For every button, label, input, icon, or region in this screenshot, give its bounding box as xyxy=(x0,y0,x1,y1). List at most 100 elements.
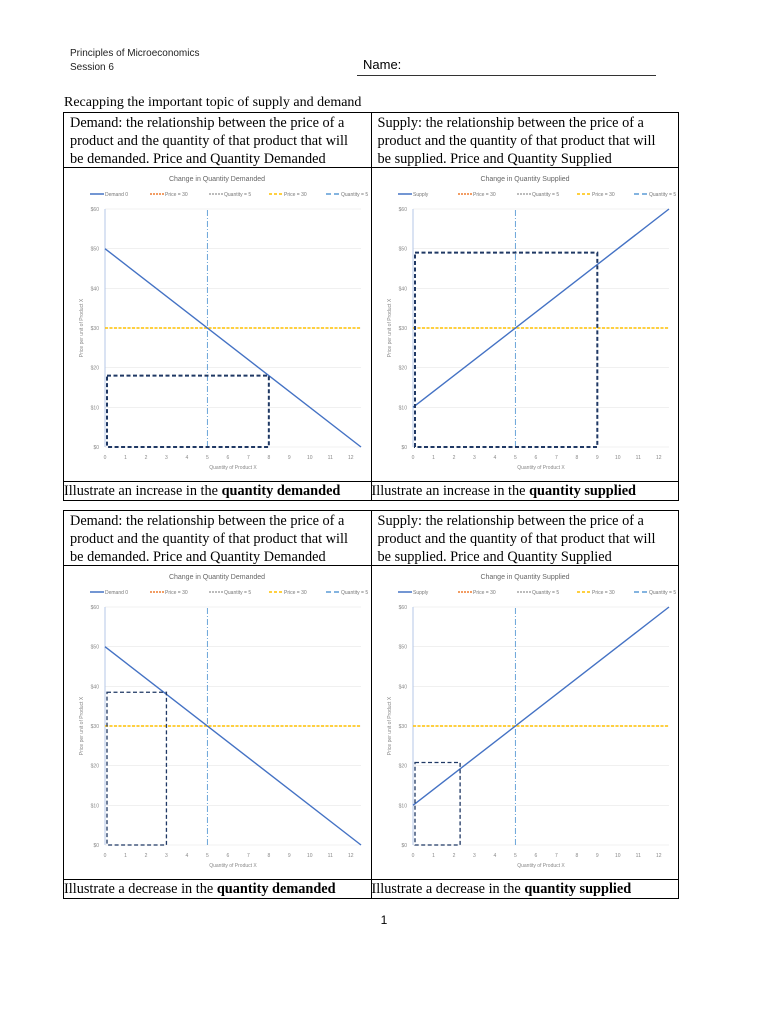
svg-text:Supply: Supply xyxy=(413,192,429,198)
svg-text:$10: $10 xyxy=(398,405,407,411)
svg-text:0: 0 xyxy=(104,455,107,461)
svg-text:7: 7 xyxy=(554,853,557,859)
supply-definition: Supply: the relationship between the pri… xyxy=(377,115,656,167)
svg-text:Price per unit of Product X: Price per unit of Product X xyxy=(79,696,85,755)
svg-text:$40: $40 xyxy=(398,684,407,690)
svg-text:$30: $30 xyxy=(398,326,407,332)
svg-text:2: 2 xyxy=(452,455,455,461)
svg-text:Quantity of Product X: Quantity of Product X xyxy=(517,465,565,471)
svg-text:$20: $20 xyxy=(91,366,100,372)
svg-text:Quantity = 5: Quantity = 5 xyxy=(532,590,559,596)
svg-text:10: 10 xyxy=(615,853,621,859)
svg-text:$40: $40 xyxy=(398,286,407,292)
course-title: Principles of Microeconomics xyxy=(70,48,200,59)
svg-text:$50: $50 xyxy=(91,645,100,651)
svg-text:Change in Quantity Demanded: Change in Quantity Demanded xyxy=(169,574,265,581)
svg-text:7: 7 xyxy=(554,455,557,461)
svg-text:12: 12 xyxy=(348,853,354,859)
svg-text:Quantity = 5: Quantity = 5 xyxy=(649,590,676,596)
svg-text:$0: $0 xyxy=(401,843,407,849)
svg-text:Price = 30: Price = 30 xyxy=(592,590,615,596)
svg-text:Quantity = 5: Quantity = 5 xyxy=(224,590,251,596)
svg-text:0: 0 xyxy=(411,853,414,859)
svg-text:12: 12 xyxy=(655,455,661,461)
svg-text:Quantity of Product X: Quantity of Product X xyxy=(209,863,257,869)
svg-text:9: 9 xyxy=(595,853,598,859)
svg-text:$50: $50 xyxy=(398,645,407,651)
svg-text:1: 1 xyxy=(124,455,127,461)
svg-text:$60: $60 xyxy=(398,207,407,213)
svg-text:11: 11 xyxy=(635,455,640,461)
svg-text:Quantity of Product X: Quantity of Product X xyxy=(209,465,257,471)
svg-text:Quantity = 5: Quantity = 5 xyxy=(532,192,559,198)
supply-cell: Supply: the relationship between the pri… xyxy=(370,112,679,168)
svg-text:4: 4 xyxy=(493,455,496,461)
svg-text:0: 0 xyxy=(104,853,107,859)
svg-text:8: 8 xyxy=(575,455,578,461)
name-field[interactable]: Name: xyxy=(357,57,656,76)
svg-text:5: 5 xyxy=(514,455,517,461)
name-label: Name: xyxy=(363,57,402,72)
svg-text:$50: $50 xyxy=(398,247,407,253)
svg-text:9: 9 xyxy=(288,853,291,859)
svg-text:11: 11 xyxy=(328,853,333,859)
svg-text:Quantity = 5: Quantity = 5 xyxy=(341,192,368,198)
svg-text:6: 6 xyxy=(534,455,537,461)
chart-demand-increase: Change in Quantity Demanded Demand 0 Price… xyxy=(63,167,372,482)
task-decrease-supplied: Illustrate a decrease in the quantity su… xyxy=(370,879,679,899)
demand-definition: Demand: the relationship between the pri… xyxy=(70,115,348,167)
svg-text:$60: $60 xyxy=(398,605,407,611)
svg-text:Price = 30: Price = 30 xyxy=(165,590,188,596)
svg-text:1: 1 xyxy=(432,455,435,461)
session-label: Session 6 xyxy=(70,62,114,73)
page-number: 1 xyxy=(380,913,388,927)
svg-text:1: 1 xyxy=(432,853,435,859)
supply-cell: Supply: the relationship between the pri… xyxy=(370,510,679,566)
svg-text:Change in Quantity Demanded: Change in Quantity Demanded xyxy=(169,176,265,183)
svg-text:Price per unit of Product X: Price per unit of Product X xyxy=(79,298,85,357)
svg-text:$0: $0 xyxy=(401,445,407,451)
svg-text:11: 11 xyxy=(635,853,640,859)
svg-text:8: 8 xyxy=(267,455,270,461)
svg-text:$60: $60 xyxy=(91,605,100,611)
chart-demand-decrease: Change in Quantity Demanded Demand 0 Price… xyxy=(63,565,372,880)
task-increase-supplied: Illustrate an increase in the quantity s… xyxy=(370,481,679,501)
chart-supply-increase: Change in Quantity Supplied Supply Price =… xyxy=(370,167,679,482)
svg-text:7: 7 xyxy=(247,853,250,859)
svg-text:9: 9 xyxy=(595,455,598,461)
demand-cell: Demand: the relationship between the pri… xyxy=(63,510,372,566)
svg-text:10: 10 xyxy=(307,853,313,859)
chart-supply-decrease: Change in Quantity Supplied Supply Price =… xyxy=(370,565,679,880)
svg-text:8: 8 xyxy=(575,853,578,859)
svg-text:Quantity of Product X: Quantity of Product X xyxy=(517,863,565,869)
svg-text:12: 12 xyxy=(348,455,354,461)
svg-text:Quantity = 5: Quantity = 5 xyxy=(649,192,676,198)
svg-text:3: 3 xyxy=(165,455,168,461)
svg-text:3: 3 xyxy=(165,853,168,859)
svg-text:2: 2 xyxy=(145,455,148,461)
svg-text:9: 9 xyxy=(288,455,291,461)
svg-text:8: 8 xyxy=(267,853,270,859)
svg-text:$40: $40 xyxy=(91,684,100,690)
svg-text:10: 10 xyxy=(615,455,621,461)
svg-text:Demand 0: Demand 0 xyxy=(105,192,128,198)
svg-text:12: 12 xyxy=(655,853,661,859)
svg-text:$20: $20 xyxy=(91,764,100,770)
svg-text:$30: $30 xyxy=(91,724,100,730)
svg-text:Quantity = 5: Quantity = 5 xyxy=(341,590,368,596)
worksheet-table-decrease: Demand: the relationship between the pri… xyxy=(63,510,679,899)
svg-text:Change in Quantity Supplied: Change in Quantity Supplied xyxy=(480,574,569,581)
svg-text:Change in Quantity Supplied: Change in Quantity Supplied xyxy=(480,176,569,183)
svg-text:4: 4 xyxy=(186,853,189,859)
svg-text:$0: $0 xyxy=(93,843,99,849)
supply-definition: Supply: the relationship between the pri… xyxy=(377,513,656,565)
svg-text:Price = 30: Price = 30 xyxy=(473,590,496,596)
svg-text:5: 5 xyxy=(514,853,517,859)
svg-text:Price = 30: Price = 30 xyxy=(284,192,307,198)
svg-text:0: 0 xyxy=(411,455,414,461)
svg-text:6: 6 xyxy=(534,853,537,859)
svg-text:$0: $0 xyxy=(93,445,99,451)
svg-text:4: 4 xyxy=(186,455,189,461)
svg-text:3: 3 xyxy=(473,853,476,859)
svg-text:$20: $20 xyxy=(398,764,407,770)
